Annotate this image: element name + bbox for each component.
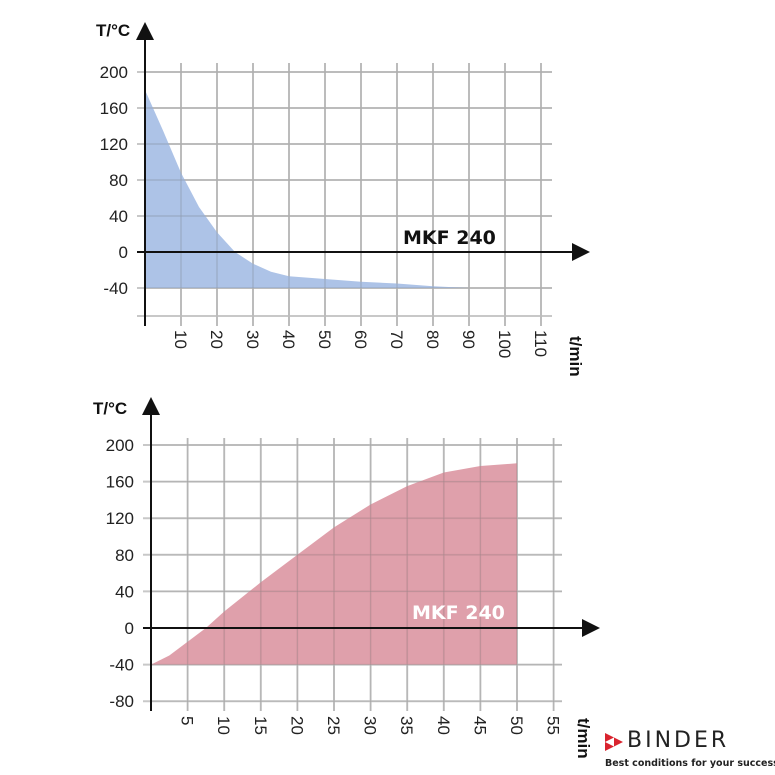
y-tick-label: 0 bbox=[119, 243, 128, 262]
x-tick-label: 5 bbox=[178, 716, 197, 725]
x-tick-label: 35 bbox=[397, 716, 416, 735]
x-tick-label: 100 bbox=[495, 330, 514, 358]
y-tick-label: 160 bbox=[106, 473, 134, 492]
x-axis-label: t/min bbox=[574, 718, 593, 759]
x-tick-label: 15 bbox=[251, 716, 270, 735]
binder-logo-icon bbox=[605, 733, 623, 751]
x-tick-label: 45 bbox=[470, 716, 489, 735]
x-tick-label: 30 bbox=[361, 716, 380, 735]
x-tick-label: 10 bbox=[171, 330, 190, 349]
y-tick-label: -40 bbox=[103, 279, 128, 298]
x-tick-label: 10 bbox=[214, 716, 233, 735]
y-tick-label: -40 bbox=[109, 656, 134, 675]
x-tick-label: 20 bbox=[287, 716, 306, 735]
brand-name: BINDER bbox=[627, 728, 730, 753]
y-tick-label: 200 bbox=[100, 63, 128, 82]
x-axis-label: t/min bbox=[566, 336, 585, 377]
model-label: MKF 240 bbox=[403, 227, 496, 249]
heating-chart: 200 160 120 80 40 0 -40 -80 5 10 15 20 25 30 35 40 45 50 5… bbox=[93, 397, 600, 759]
y-axis-arrow-icon bbox=[136, 22, 154, 40]
x-tick-label: 50 bbox=[507, 716, 526, 735]
y-tick-label: 40 bbox=[115, 582, 134, 601]
x-tick-label: 30 bbox=[243, 330, 262, 349]
y-axis-label: T/°C bbox=[93, 399, 127, 418]
brand-tagline: Best conditions for your success bbox=[605, 758, 775, 769]
y-tick-label: 120 bbox=[106, 509, 134, 528]
x-tick-label: 80 bbox=[423, 330, 442, 349]
y-tick-label: 0 bbox=[125, 619, 134, 638]
model-label: MKF 240 bbox=[412, 602, 505, 624]
x-tick-label: 110 bbox=[531, 330, 550, 357]
x-axis-arrow-icon bbox=[572, 243, 590, 261]
data-area bbox=[151, 463, 517, 665]
x-tick-label: 55 bbox=[544, 716, 563, 735]
x-tick-label: 70 bbox=[387, 330, 406, 349]
data-area bbox=[145, 90, 469, 288]
y-axis-label: T/°C bbox=[96, 21, 130, 40]
y-tick-label: 80 bbox=[115, 546, 134, 565]
x-tick-label: 90 bbox=[459, 330, 478, 349]
x-tick-label: 60 bbox=[351, 330, 370, 349]
y-tick-label: 200 bbox=[106, 436, 134, 455]
x-tick-label: 20 bbox=[207, 330, 226, 349]
y-tick-label: 80 bbox=[109, 171, 128, 190]
x-tick-label: 40 bbox=[434, 716, 453, 735]
y-tick-label: 120 bbox=[100, 135, 128, 154]
x-tick-label: 50 bbox=[315, 330, 334, 349]
x-tick-label: 25 bbox=[324, 716, 343, 735]
y-tick-label: 160 bbox=[100, 99, 128, 118]
cooling-chart: 200 160 120 80 40 0 -40 10 20 30 40 50 60 70 80 90 100 11… bbox=[96, 21, 590, 377]
y-axis-arrow-icon bbox=[142, 397, 160, 415]
y-tick-label: 40 bbox=[109, 207, 128, 226]
x-tick-label: 40 bbox=[279, 330, 298, 349]
x-axis-arrow-icon bbox=[582, 619, 600, 637]
y-tick-label: -80 bbox=[109, 692, 134, 711]
